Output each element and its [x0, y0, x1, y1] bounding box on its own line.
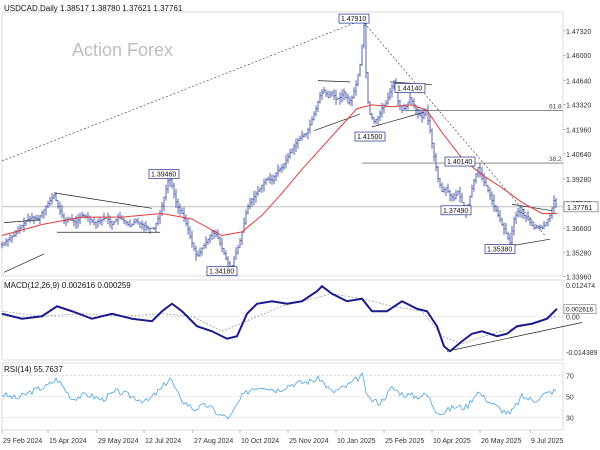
- price-y-tick-label: 1.41960: [566, 128, 591, 135]
- rsi-line: [1, 371, 557, 420]
- x-tick-label: 10 Jan 2025: [337, 438, 376, 445]
- x-tick-label: 29 May 2024: [98, 438, 139, 445]
- macd-y-tick-label: -0.014389: [566, 350, 598, 357]
- price-y-tick-label: 1.46000: [566, 53, 591, 60]
- dashed-trendline-up: [1, 19, 363, 162]
- price-y-tick-label: 1.43320: [566, 103, 591, 110]
- fib-label: 38.2: [549, 156, 562, 163]
- current-price-tag-text: 1.37761: [567, 205, 592, 212]
- macd-panel-header: MACD(12,26,9) 0.002616 0.000259: [4, 281, 131, 290]
- macd-panel-frame: [1, 279, 564, 361]
- price-label-text: 1.39460: [151, 172, 176, 179]
- macd-current-tag-box: [563, 304, 597, 314]
- rsi-panel-header: RSI(14) 55.7637: [4, 365, 63, 374]
- price-label-box: [394, 83, 426, 93]
- price-y-tick-label: 1.44640: [566, 78, 591, 85]
- current-price-tag-box: [563, 201, 599, 213]
- price-label-text: 1.41500: [357, 134, 382, 141]
- price-label-text: 1.44140: [397, 85, 422, 92]
- rsi-y-tick-label: 30: [566, 415, 574, 422]
- x-tick-label: 26 May 2025: [481, 438, 522, 445]
- moving-average-line: [1, 104, 557, 237]
- price-y-tick-label: 1.36600: [566, 226, 591, 233]
- x-tick-label: 25 Feb 2025: [385, 438, 424, 445]
- x-tick-label: 25 Nov 2024: [289, 438, 329, 445]
- x-tick-label: 27 Aug 2024: [194, 438, 233, 445]
- macd-current-tag: 0.002616: [563, 304, 597, 314]
- price-label: 1.47910: [338, 13, 370, 24]
- macd-signal-line: [1, 293, 558, 345]
- x-tick-label: 10 Apr 2025: [433, 438, 471, 445]
- price-label-text: 1.35380: [487, 247, 512, 254]
- rsi-y-tick-label: 50: [566, 395, 574, 402]
- price-label-text: 1.40140: [447, 159, 472, 166]
- pattern-line: [317, 80, 351, 83]
- macd-line: [1, 284, 558, 353]
- pattern-line: [3, 253, 45, 273]
- price-label-text: 1.47910: [341, 16, 366, 23]
- macd-y-tick-label: 0.012474: [566, 283, 595, 290]
- x-tick-label: 12 Jul 2024: [145, 438, 181, 445]
- price-label-text: 1.37490: [443, 208, 468, 215]
- price-y-tick-label: 1.39280: [566, 177, 591, 184]
- price-label: 1.39460: [148, 169, 180, 179]
- price-y-tick-label: 1.35280: [566, 250, 591, 257]
- x-tick-label: 10 Oct 2024: [241, 438, 279, 445]
- price-label-box: [148, 169, 180, 179]
- price-panel-frame: [1, 11, 564, 277]
- pattern-line: [3, 219, 41, 223]
- watermark: Action Forex: [72, 40, 174, 60]
- macd-trendline: [446, 322, 583, 352]
- x-tick-label: 15 Apr 2024: [49, 438, 87, 445]
- price-y-tick-label: 1.33960: [566, 275, 591, 282]
- price-label-box: [484, 244, 516, 254]
- price-label-text: 1.34180: [209, 269, 234, 276]
- pattern-line: [313, 113, 361, 131]
- price-label: 1.40140: [444, 156, 476, 167]
- price-label: 1.34180: [206, 266, 238, 277]
- price-panel-header: USDCAD.Daily 1.38517 1.38780 1.37621 1.3…: [4, 4, 183, 13]
- macd-y-tick-label: 0.00: [566, 314, 580, 321]
- dashed-trendline-down: [361, 19, 546, 236]
- price-label-box: [354, 131, 386, 142]
- price-label: 1.37490: [440, 205, 472, 216]
- current-price-tag: 1.37761: [563, 201, 599, 213]
- price-label-box: [444, 156, 476, 167]
- macd-current-tag-text: 0.002616: [566, 307, 593, 314]
- price-label-box: [440, 205, 472, 216]
- x-tick-label: 29 Feb 2024: [3, 438, 42, 445]
- price-y-tick-label: 1.40640: [566, 152, 591, 159]
- rsi-y-tick-label: 70: [566, 374, 574, 381]
- pattern-line: [371, 111, 425, 128]
- price-label-box: [338, 13, 370, 24]
- x-tick-label: 9 Jul 2025: [531, 438, 563, 445]
- price-label: 1.41500: [354, 131, 386, 142]
- price-label: 1.44140: [394, 83, 426, 93]
- price-label-box: [206, 266, 238, 277]
- price-label: 1.35380: [484, 244, 516, 254]
- pattern-line: [53, 192, 153, 209]
- price-y-tick-label: 1.47320: [566, 29, 591, 36]
- fib-label: 61.8: [549, 103, 562, 110]
